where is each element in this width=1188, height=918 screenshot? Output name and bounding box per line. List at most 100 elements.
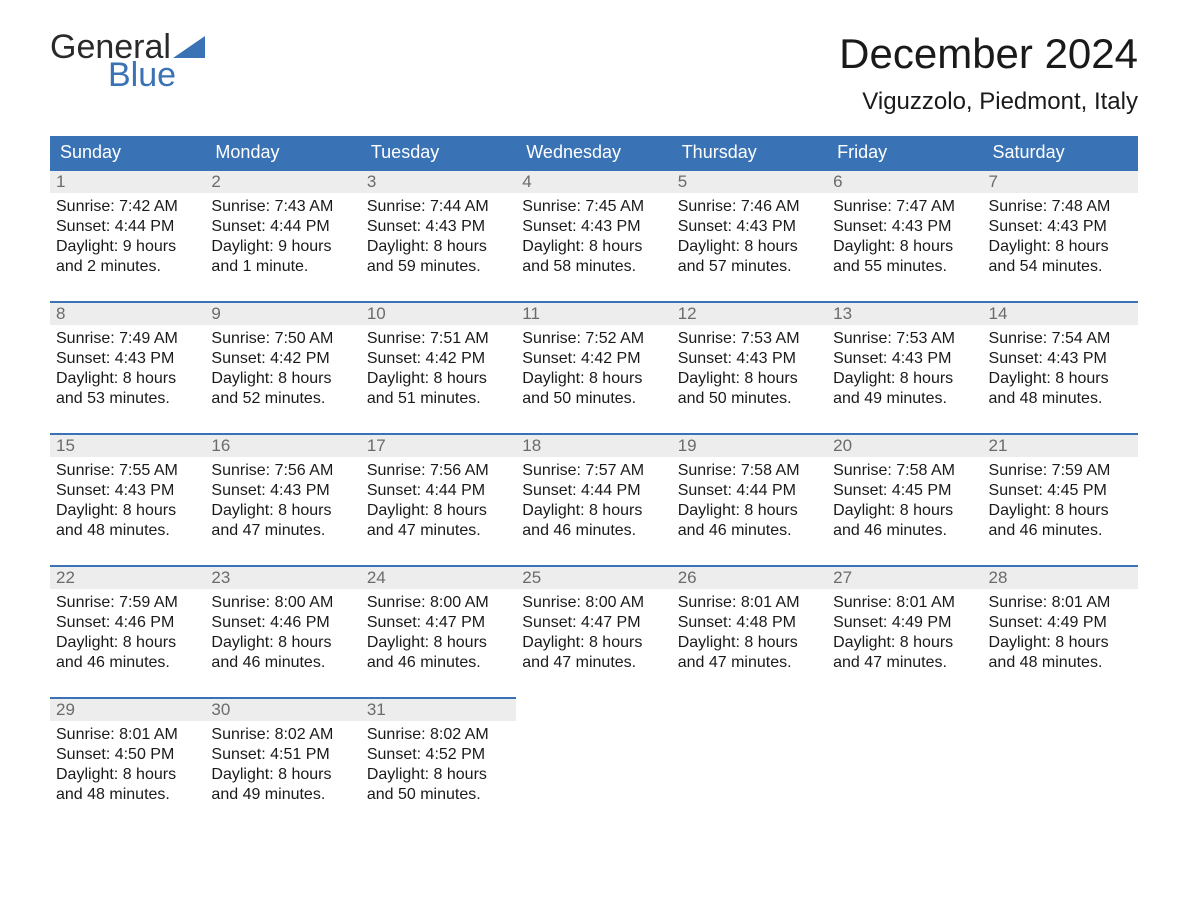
sunrise-line: Sunrise: 7:59 AM: [989, 461, 1132, 481]
calendar-body: 1Sunrise: 7:42 AMSunset: 4:44 PMDaylight…: [50, 169, 1138, 829]
day-details: Sunrise: 8:01 AMSunset: 4:49 PMDaylight:…: [827, 589, 982, 677]
day-number: 7: [983, 169, 1138, 193]
day-details: Sunrise: 8:01 AMSunset: 4:49 PMDaylight:…: [983, 589, 1138, 677]
sunrise-line: Sunrise: 7:54 AM: [989, 329, 1132, 349]
day-number: 16: [205, 433, 360, 457]
sunrise-line: Sunrise: 7:46 AM: [678, 197, 821, 217]
daylight-line: Daylight: 8 hours and 46 minutes.: [522, 501, 665, 541]
sunrise-line: Sunrise: 7:43 AM: [211, 197, 354, 217]
day-number: 3: [361, 169, 516, 193]
day-details: Sunrise: 7:51 AMSunset: 4:42 PMDaylight:…: [361, 325, 516, 413]
calendar-day-cell: 25Sunrise: 8:00 AMSunset: 4:47 PMDayligh…: [516, 565, 671, 697]
daylight-line: Daylight: 8 hours and 47 minutes.: [522, 633, 665, 673]
day-details: Sunrise: 8:00 AMSunset: 4:46 PMDaylight:…: [205, 589, 360, 677]
calendar-week-row: 15Sunrise: 7:55 AMSunset: 4:43 PMDayligh…: [50, 433, 1138, 565]
sunrise-line: Sunrise: 7:49 AM: [56, 329, 199, 349]
weekday-header: Wednesday: [516, 136, 671, 169]
sunrise-line: Sunrise: 7:53 AM: [833, 329, 976, 349]
day-number: 30: [205, 697, 360, 721]
day-number: 4: [516, 169, 671, 193]
daylight-line: Daylight: 8 hours and 47 minutes.: [367, 501, 510, 541]
sunset-line: Sunset: 4:42 PM: [367, 349, 510, 369]
calendar-day-cell: 22Sunrise: 7:59 AMSunset: 4:46 PMDayligh…: [50, 565, 205, 697]
day-details: Sunrise: 7:52 AMSunset: 4:42 PMDaylight:…: [516, 325, 671, 413]
daylight-line: Daylight: 8 hours and 59 minutes.: [367, 237, 510, 277]
day-details: Sunrise: 8:02 AMSunset: 4:51 PMDaylight:…: [205, 721, 360, 809]
day-number: 21: [983, 433, 1138, 457]
calendar-day-cell: 31Sunrise: 8:02 AMSunset: 4:52 PMDayligh…: [361, 697, 516, 829]
sunset-line: Sunset: 4:47 PM: [522, 613, 665, 633]
calendar-day-cell: 21Sunrise: 7:59 AMSunset: 4:45 PMDayligh…: [983, 433, 1138, 565]
calendar-week-row: 8Sunrise: 7:49 AMSunset: 4:43 PMDaylight…: [50, 301, 1138, 433]
daylight-line: Daylight: 8 hours and 47 minutes.: [678, 633, 821, 673]
day-number: 23: [205, 565, 360, 589]
day-number: 12: [672, 301, 827, 325]
daylight-line: Daylight: 8 hours and 49 minutes.: [833, 369, 976, 409]
day-details: Sunrise: 7:46 AMSunset: 4:43 PMDaylight:…: [672, 193, 827, 281]
day-number: 27: [827, 565, 982, 589]
sunset-line: Sunset: 4:43 PM: [833, 349, 976, 369]
sunset-line: Sunset: 4:43 PM: [833, 217, 976, 237]
day-details: Sunrise: 7:53 AMSunset: 4:43 PMDaylight:…: [827, 325, 982, 413]
day-number: 24: [361, 565, 516, 589]
weekday-header: Friday: [827, 136, 982, 169]
sunrise-line: Sunrise: 7:58 AM: [678, 461, 821, 481]
sunset-line: Sunset: 4:43 PM: [989, 217, 1132, 237]
weekday-header: Sunday: [50, 136, 205, 169]
sunrise-line: Sunrise: 7:48 AM: [989, 197, 1132, 217]
sunrise-line: Sunrise: 7:56 AM: [211, 461, 354, 481]
sunrise-line: Sunrise: 7:51 AM: [367, 329, 510, 349]
day-details: Sunrise: 7:53 AMSunset: 4:43 PMDaylight:…: [672, 325, 827, 413]
sunset-line: Sunset: 4:43 PM: [56, 481, 199, 501]
sunset-line: Sunset: 4:49 PM: [989, 613, 1132, 633]
sunset-line: Sunset: 4:52 PM: [367, 745, 510, 765]
day-details: Sunrise: 8:02 AMSunset: 4:52 PMDaylight:…: [361, 721, 516, 809]
calendar-day-cell: 10Sunrise: 7:51 AMSunset: 4:42 PMDayligh…: [361, 301, 516, 433]
sunset-line: Sunset: 4:49 PM: [833, 613, 976, 633]
sunset-line: Sunset: 4:51 PM: [211, 745, 354, 765]
calendar-day-cell: [983, 697, 1138, 829]
daylight-line: Daylight: 8 hours and 54 minutes.: [989, 237, 1132, 277]
weekday-header: Saturday: [983, 136, 1138, 169]
daylight-line: Daylight: 8 hours and 50 minutes.: [367, 765, 510, 805]
sunset-line: Sunset: 4:45 PM: [833, 481, 976, 501]
calendar-day-cell: 27Sunrise: 8:01 AMSunset: 4:49 PMDayligh…: [827, 565, 982, 697]
brand-logo: General Blue: [50, 30, 205, 92]
sunset-line: Sunset: 4:43 PM: [56, 349, 199, 369]
sunrise-line: Sunrise: 8:01 AM: [678, 593, 821, 613]
day-details: Sunrise: 7:45 AMSunset: 4:43 PMDaylight:…: [516, 193, 671, 281]
day-number: 6: [827, 169, 982, 193]
day-number: 10: [361, 301, 516, 325]
daylight-line: Daylight: 8 hours and 52 minutes.: [211, 369, 354, 409]
calendar-day-cell: 1Sunrise: 7:42 AMSunset: 4:44 PMDaylight…: [50, 169, 205, 301]
day-number: 8: [50, 301, 205, 325]
calendar-day-cell: 12Sunrise: 7:53 AMSunset: 4:43 PMDayligh…: [672, 301, 827, 433]
weekday-header: Monday: [205, 136, 360, 169]
daylight-line: Daylight: 8 hours and 49 minutes.: [211, 765, 354, 805]
day-number: 28: [983, 565, 1138, 589]
sunset-line: Sunset: 4:44 PM: [56, 217, 199, 237]
sunset-line: Sunset: 4:43 PM: [678, 349, 821, 369]
day-number: 15: [50, 433, 205, 457]
calendar-week-row: 22Sunrise: 7:59 AMSunset: 4:46 PMDayligh…: [50, 565, 1138, 697]
weekday-header: Thursday: [672, 136, 827, 169]
daylight-line: Daylight: 8 hours and 48 minutes.: [56, 765, 199, 805]
sunrise-line: Sunrise: 7:58 AM: [833, 461, 976, 481]
sunset-line: Sunset: 4:43 PM: [211, 481, 354, 501]
sunset-line: Sunset: 4:47 PM: [367, 613, 510, 633]
weekday-header: Tuesday: [361, 136, 516, 169]
sunset-line: Sunset: 4:43 PM: [678, 217, 821, 237]
sunset-line: Sunset: 4:48 PM: [678, 613, 821, 633]
calendar-header: SundayMondayTuesdayWednesdayThursdayFrid…: [50, 136, 1138, 169]
calendar-day-cell: 7 Sunrise: 7:48 AMSunset: 4:43 PMDaylight…: [983, 169, 1138, 301]
calendar-table: SundayMondayTuesdayWednesdayThursdayFrid…: [50, 136, 1138, 829]
day-details: Sunrise: 7:58 AMSunset: 4:44 PMDaylight:…: [672, 457, 827, 545]
sunset-line: Sunset: 4:46 PM: [211, 613, 354, 633]
sunset-line: Sunset: 4:42 PM: [211, 349, 354, 369]
day-number: 13: [827, 301, 982, 325]
calendar-day-cell: 4Sunrise: 7:45 AMSunset: 4:43 PMDaylight…: [516, 169, 671, 301]
calendar-day-cell: [672, 697, 827, 829]
day-details: Sunrise: 7:47 AMSunset: 4:43 PMDaylight:…: [827, 193, 982, 281]
day-details: Sunrise: 7:56 AMSunset: 4:43 PMDaylight:…: [205, 457, 360, 545]
daylight-line: Daylight: 8 hours and 46 minutes.: [833, 501, 976, 541]
